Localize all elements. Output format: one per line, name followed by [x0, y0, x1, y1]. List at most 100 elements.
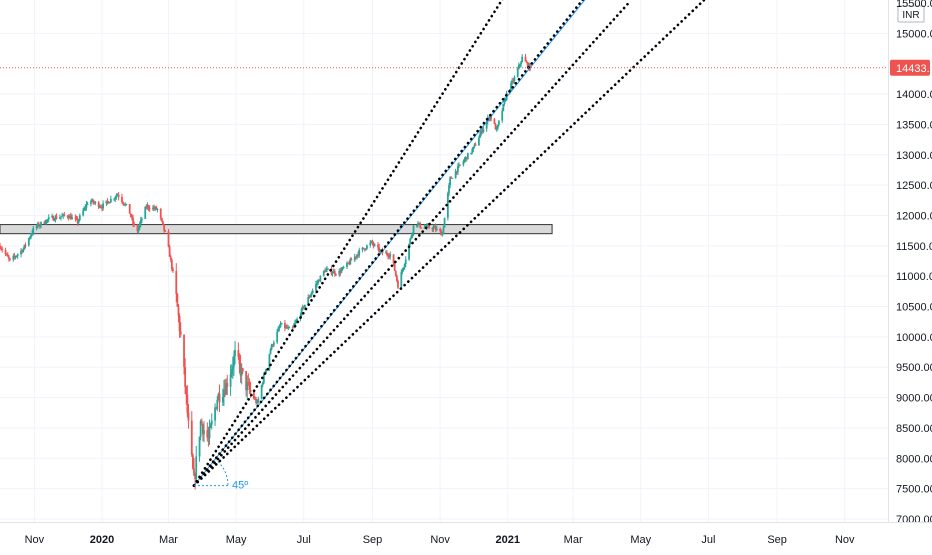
candle-body	[53, 220, 56, 222]
candle-body	[85, 203, 88, 208]
candle-body	[441, 233, 444, 236]
candle	[434, 223, 437, 233]
candle-body	[524, 56, 527, 62]
candle-body	[109, 198, 112, 203]
candle-body	[246, 382, 249, 391]
candle-body	[490, 115, 493, 120]
candle	[207, 426, 210, 447]
candle	[170, 258, 173, 272]
candle-body	[440, 230, 443, 236]
candle	[217, 392, 220, 401]
dotted-fan-line-2[interactable]	[192, 0, 590, 487]
candle	[214, 403, 216, 427]
candle-body	[141, 218, 143, 220]
candle-body	[462, 161, 465, 165]
candle	[201, 423, 204, 442]
candle-body	[51, 216, 54, 218]
x-tick-label: May	[226, 534, 247, 546]
currency-badge[interactable]: INR	[897, 5, 925, 23]
candle	[115, 193, 118, 200]
candle-body	[37, 223, 40, 227]
candle-body	[199, 420, 202, 437]
candle-body	[389, 254, 392, 257]
y-tick-label: 7500.00	[896, 484, 932, 496]
candle-body	[147, 205, 150, 209]
dotted-fan-line-1[interactable]	[192, 0, 508, 487]
drawings[interactable]	[192, 0, 707, 487]
candle	[231, 356, 234, 379]
candle-body	[116, 194, 119, 196]
x-tick-label: Sep	[767, 534, 787, 546]
candle-body	[520, 62, 522, 65]
candle	[67, 214, 70, 221]
candle	[388, 253, 391, 259]
time-axis[interactable]: Nov 2020 Mar May Jul Sep Nov 2021 Mar May Jul Sep No…	[0, 522, 932, 550]
candle-body	[387, 254, 389, 257]
candle-body	[105, 200, 108, 204]
candle-body	[90, 201, 92, 204]
candle-body	[315, 284, 317, 291]
candle-body	[194, 475, 197, 480]
candle	[144, 205, 147, 220]
candle-body	[308, 297, 311, 299]
candle	[90, 199, 92, 207]
candle-body	[404, 259, 407, 265]
candle	[168, 244, 171, 257]
support-zone-rect[interactable]	[0, 224, 553, 235]
dotted-fan-line-3[interactable]	[192, 1, 630, 487]
price-axis[interactable]: 7000.007500.008000.008500.009000.009500.…	[888, 0, 932, 550]
candle-body	[397, 280, 399, 288]
candle-body	[170, 259, 173, 269]
candle	[247, 373, 250, 386]
candle-body	[218, 393, 221, 403]
candle	[198, 436, 201, 462]
candle	[512, 78, 515, 84]
candle	[176, 292, 179, 308]
y-tick-label: 10000.00	[896, 332, 932, 344]
candle-body	[245, 371, 248, 391]
candle	[347, 262, 350, 264]
candle	[136, 223, 139, 234]
candle	[102, 200, 105, 211]
candle-body	[45, 219, 48, 224]
candle-body	[172, 268, 174, 271]
candle-body	[22, 248, 25, 253]
candle	[155, 205, 158, 211]
candle	[519, 63, 521, 68]
candle-body	[439, 228, 442, 231]
candle	[442, 225, 445, 235]
candle	[404, 256, 407, 268]
candle-body	[272, 342, 275, 346]
candle-body	[24, 244, 27, 246]
candle	[186, 385, 189, 418]
candle	[350, 257, 353, 261]
trendline[interactable]	[193, 0, 592, 486]
candle-body	[52, 216, 55, 221]
candle-body	[456, 166, 459, 173]
candle	[291, 325, 294, 330]
candle	[466, 152, 469, 160]
candle	[371, 239, 374, 246]
dotted-fan-line-4[interactable]	[192, 0, 707, 487]
support-zone[interactable]	[0, 224, 553, 235]
candle-body	[386, 252, 388, 255]
candle	[203, 421, 205, 443]
candle-body	[145, 207, 148, 209]
candle	[241, 367, 244, 374]
candle-body	[230, 369, 233, 375]
candle	[21, 249, 24, 254]
candle	[470, 152, 473, 155]
candle	[481, 127, 484, 135]
candle	[248, 378, 251, 395]
candle	[27, 237, 30, 247]
candle	[6, 252, 9, 257]
candle-body	[177, 306, 180, 316]
candle	[372, 241, 375, 249]
candle-body	[12, 255, 15, 260]
candle-body	[62, 214, 65, 216]
candle-body	[295, 321, 297, 324]
candle	[225, 378, 228, 396]
candle-body	[330, 268, 333, 274]
